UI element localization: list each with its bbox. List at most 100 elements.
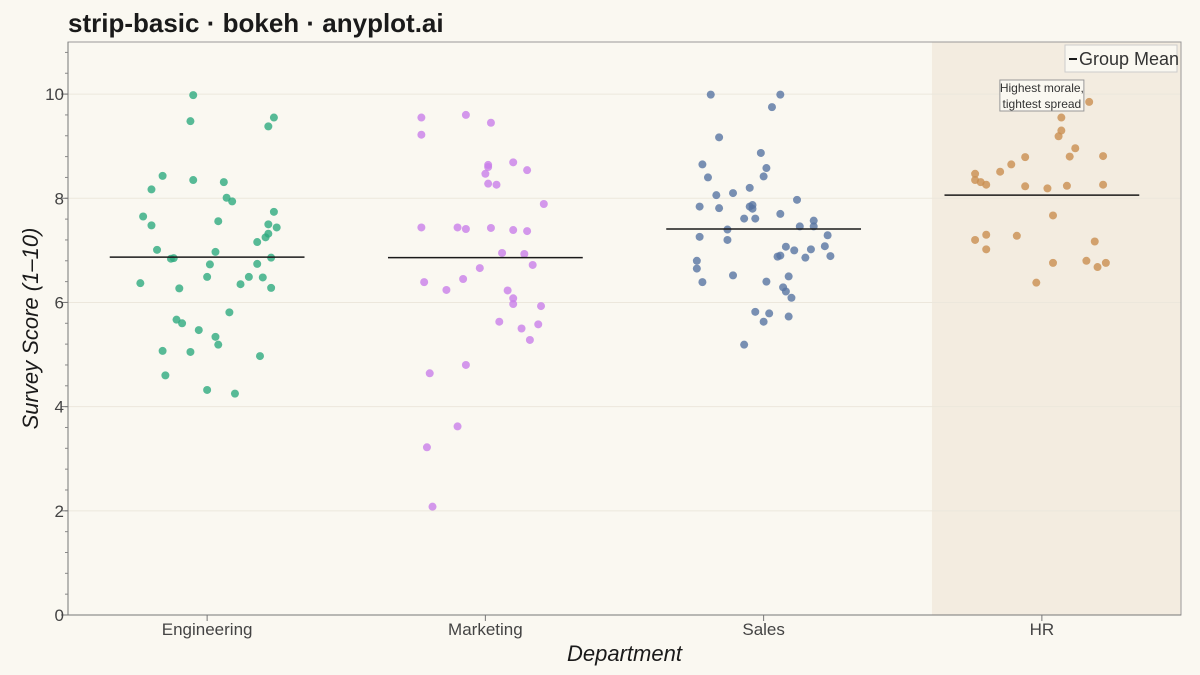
data-point: [264, 220, 273, 229]
data-point: [762, 164, 771, 173]
data-point: [715, 133, 724, 142]
data-point: [453, 223, 462, 232]
data-point: [147, 221, 156, 230]
data-point: [214, 340, 223, 349]
data-point: [781, 287, 790, 296]
annotation-box: [999, 79, 1085, 112]
data-point: [475, 264, 484, 273]
data-point: [793, 195, 802, 204]
data-point: [503, 286, 512, 295]
data-point: [729, 271, 738, 280]
data-point: [1054, 132, 1063, 141]
data-point: [692, 264, 701, 273]
data-point: [264, 122, 273, 131]
data-point: [214, 217, 223, 226]
data-point: [787, 293, 796, 302]
data-point: [523, 227, 532, 236]
data-point: [484, 163, 493, 172]
data-point: [147, 185, 156, 194]
data-point: [528, 260, 537, 269]
data-point: [751, 307, 760, 316]
data-point: [1032, 278, 1041, 287]
data-point: [748, 204, 757, 213]
data-point: [740, 340, 749, 349]
data-point: [1065, 152, 1074, 161]
data-point: [219, 178, 228, 187]
y-axis: 0 2 4 6 8 10: [45, 42, 69, 625]
data-point: [166, 254, 175, 263]
data-point: [740, 214, 749, 223]
data-point: [509, 158, 518, 167]
data-point: [486, 223, 495, 232]
data-point: [1021, 182, 1030, 191]
data-point: [703, 173, 712, 182]
data-points: [136, 90, 1110, 511]
data-point: [461, 225, 470, 234]
data-point: [1043, 184, 1052, 193]
data-point: [982, 245, 991, 254]
data-point: [203, 272, 212, 281]
data-point: [161, 371, 170, 380]
data-point: [186, 117, 195, 126]
data-point: [517, 324, 526, 333]
y-tick-label: 4: [55, 398, 64, 417]
data-point: [776, 209, 785, 218]
data-point: [1007, 160, 1016, 169]
data-point: [971, 169, 980, 178]
x-tick-label: Sales: [742, 620, 785, 639]
legend-box: [1064, 44, 1178, 73]
data-point: [1071, 144, 1080, 153]
data-point: [272, 223, 281, 232]
y-tick-label: 10: [45, 85, 64, 104]
data-point: [495, 317, 504, 326]
x-tick-label: HR: [1030, 620, 1055, 639]
data-point: [230, 389, 239, 398]
data-point: [534, 320, 543, 329]
x-axis: Engineering Marketing Sales HR: [68, 614, 1181, 639]
data-point: [205, 260, 214, 269]
data-point: [523, 166, 532, 175]
data-point: [1085, 97, 1094, 106]
data-point: [767, 103, 776, 112]
data-point: [153, 245, 162, 254]
data-point: [158, 346, 167, 355]
data-point: [253, 238, 262, 247]
data-point: [244, 272, 253, 281]
data-point: [484, 179, 493, 188]
data-point: [806, 245, 815, 254]
data-point: [982, 180, 991, 189]
data-point: [1062, 181, 1071, 190]
data-point: [509, 226, 518, 235]
chart-title: strip-basic · bokeh · anyplot.ai: [68, 8, 444, 38]
data-point: [453, 422, 462, 431]
data-point: [225, 308, 234, 317]
data-point: [1057, 113, 1066, 122]
data-point: [756, 148, 765, 157]
data-point: [784, 312, 793, 321]
data-point: [971, 235, 980, 244]
data-point: [1012, 231, 1021, 240]
data-point: [1099, 180, 1108, 189]
legend-label-group-mean: Group Mean: [1079, 49, 1179, 69]
hr-highlight-band: [931, 42, 1181, 615]
data-point: [211, 247, 220, 256]
data-point: [1049, 211, 1058, 220]
data-point: [759, 172, 768, 181]
data-point: [178, 319, 187, 328]
data-point: [261, 233, 270, 242]
data-point: [692, 256, 701, 265]
data-point: [228, 197, 237, 206]
data-point: [706, 90, 715, 99]
data-point: [776, 90, 785, 99]
data-point: [790, 246, 799, 255]
data-point: [773, 252, 782, 261]
data-point: [715, 204, 724, 213]
data-point: [765, 309, 774, 318]
data-point: [801, 253, 810, 262]
data-point: [982, 230, 991, 239]
data-point: [1099, 152, 1108, 161]
data-point: [158, 171, 167, 180]
data-point: [537, 302, 546, 311]
data-point: [1082, 256, 1091, 265]
